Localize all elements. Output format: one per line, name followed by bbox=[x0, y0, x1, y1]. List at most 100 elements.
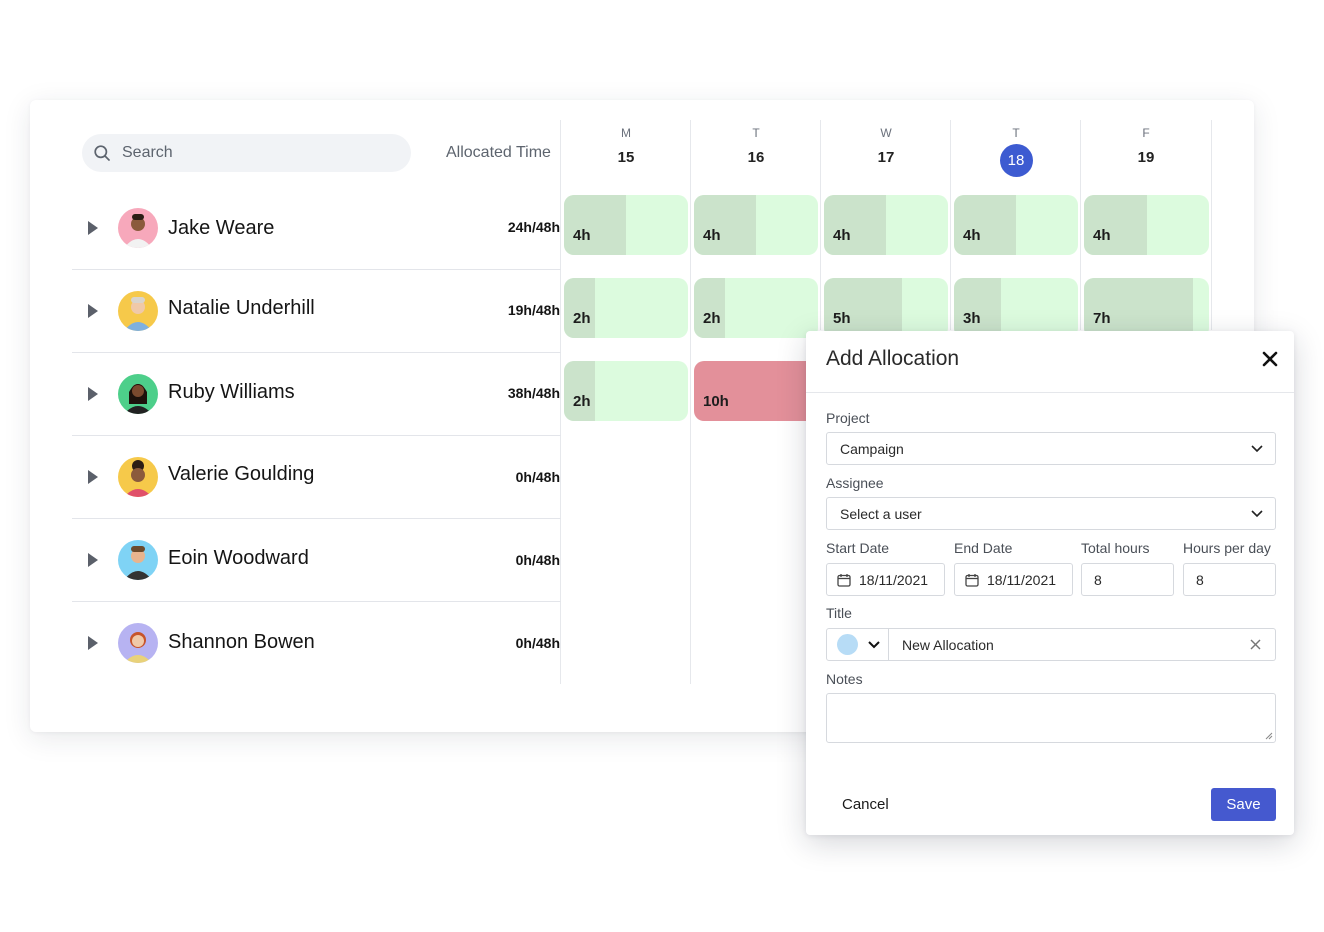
person-name: Jake Weare bbox=[168, 217, 275, 239]
day-weekday: T bbox=[1012, 126, 1020, 140]
hours-per-day-label: Hours per day bbox=[1183, 540, 1271, 556]
expand-arrow-icon[interactable] bbox=[88, 553, 98, 567]
expand-arrow-icon[interactable] bbox=[88, 304, 98, 318]
cancel-button[interactable]: Cancel bbox=[842, 796, 889, 813]
hours-per-day-input[interactable]: 8 bbox=[1183, 563, 1276, 596]
end-date-input[interactable]: 18/11/2021 bbox=[954, 563, 1073, 596]
project-select[interactable]: Campaign bbox=[826, 432, 1276, 465]
allocation-label: 2h bbox=[573, 310, 591, 327]
end-date-value: 18/11/2021 bbox=[987, 571, 1057, 588]
allocation-fill bbox=[954, 278, 1001, 338]
total-hours-value: 8 bbox=[1094, 571, 1102, 588]
allocation-label: 4h bbox=[573, 227, 591, 244]
expand-arrow-icon[interactable] bbox=[88, 221, 98, 235]
allocation-fill bbox=[564, 278, 595, 338]
hours-per-day-value: 8 bbox=[1196, 571, 1204, 588]
search-icon bbox=[94, 145, 110, 161]
allocation-label: 4h bbox=[963, 227, 981, 244]
allocation-block[interactable]: 3h bbox=[954, 278, 1078, 338]
title-label: Title bbox=[826, 605, 852, 621]
row-divider bbox=[72, 518, 561, 519]
clear-icon[interactable] bbox=[1250, 639, 1261, 650]
calendar-icon bbox=[837, 573, 851, 587]
assignee-value: Select a user bbox=[840, 505, 922, 522]
person-name: Natalie Underhill bbox=[168, 297, 315, 319]
color-picker[interactable] bbox=[826, 628, 889, 661]
calendar-icon bbox=[965, 573, 979, 587]
total-hours-input[interactable]: 8 bbox=[1081, 563, 1174, 596]
day-header-mon: M 15 bbox=[561, 126, 691, 172]
allocation-label: 4h bbox=[833, 227, 851, 244]
overallocated-block[interactable]: 10h bbox=[694, 361, 818, 421]
person-row[interactable]: Shannon Bowen 0h/48h bbox=[72, 601, 560, 684]
expand-arrow-icon[interactable] bbox=[88, 636, 98, 650]
allocation-block[interactable]: 4h bbox=[1084, 195, 1209, 255]
day-weekday: F bbox=[1142, 126, 1150, 140]
person-row[interactable]: Valerie Goulding 0h/48h bbox=[72, 435, 560, 518]
search-placeholder: Search bbox=[122, 144, 173, 161]
row-divider bbox=[72, 269, 561, 270]
row-divider bbox=[72, 352, 561, 353]
person-name: Shannon Bowen bbox=[168, 631, 315, 653]
assignee-select[interactable]: Select a user bbox=[826, 497, 1276, 530]
allocation-block[interactable]: 4h bbox=[954, 195, 1078, 255]
column-divider bbox=[690, 120, 691, 684]
day-date: 19 bbox=[1137, 149, 1155, 166]
allocated-hours: 0h/48h bbox=[515, 469, 560, 485]
allocation-fill bbox=[1084, 195, 1147, 255]
day-weekday: W bbox=[880, 126, 892, 140]
allocation-fill bbox=[694, 195, 756, 255]
day-date: 15 bbox=[617, 149, 635, 166]
allocation-block[interactable]: 7h bbox=[1084, 278, 1209, 338]
allocation-fill bbox=[824, 278, 902, 338]
save-button[interactable]: Save bbox=[1211, 788, 1276, 821]
project-label: Project bbox=[826, 410, 870, 426]
allocated-hours: 24h/48h bbox=[507, 219, 560, 235]
allocation-label: 5h bbox=[833, 310, 851, 327]
person-row[interactable]: Jake Weare 24h/48h bbox=[72, 186, 560, 269]
allocation-block[interactable]: 2h bbox=[694, 278, 818, 338]
avatar bbox=[118, 374, 158, 414]
title-input[interactable]: New Allocation bbox=[889, 628, 1276, 661]
allocation-fill bbox=[1084, 278, 1194, 338]
allocation-block[interactable]: 5h bbox=[824, 278, 948, 338]
notes-textarea[interactable] bbox=[826, 693, 1276, 743]
search-input[interactable]: Search bbox=[82, 134, 411, 172]
add-allocation-dialog: Add Allocation Project Campaign Assignee… bbox=[806, 331, 1294, 835]
avatar bbox=[118, 540, 158, 580]
chevron-down-icon bbox=[1251, 510, 1263, 518]
person-row[interactable]: Eoin Woodward 0h/48h bbox=[72, 518, 560, 601]
expand-arrow-icon[interactable] bbox=[88, 470, 98, 484]
person-row[interactable]: Ruby Williams 38h/48h bbox=[72, 352, 560, 435]
allocation-block[interactable]: 4h bbox=[564, 195, 688, 255]
day-header-fri: F 19 bbox=[1081, 126, 1211, 172]
day-date: 17 bbox=[877, 149, 895, 166]
total-hours-label: Total hours bbox=[1081, 540, 1150, 556]
allocation-block[interactable]: 2h bbox=[564, 278, 688, 338]
avatar bbox=[118, 623, 158, 663]
allocation-block[interactable]: 2h bbox=[564, 361, 688, 421]
end-date-label: End Date bbox=[954, 540, 1013, 556]
allocation-block[interactable]: 4h bbox=[694, 195, 818, 255]
color-swatch bbox=[837, 634, 858, 655]
close-icon[interactable] bbox=[1260, 349, 1280, 369]
column-divider bbox=[820, 120, 821, 330]
project-value: Campaign bbox=[840, 440, 904, 457]
allocated-hours: 38h/48h bbox=[507, 385, 560, 401]
allocation-label: 3h bbox=[963, 310, 981, 327]
resize-grip-icon[interactable] bbox=[1265, 732, 1273, 740]
allocation-block[interactable]: 4h bbox=[824, 195, 948, 255]
allocated-hours: 0h/48h bbox=[515, 552, 560, 568]
allocated-time-header: Allocated Time bbox=[446, 144, 551, 161]
allocation-fill bbox=[564, 195, 626, 255]
column-divider bbox=[950, 120, 951, 330]
avatar bbox=[118, 457, 158, 497]
expand-arrow-icon[interactable] bbox=[88, 387, 98, 401]
assignee-label: Assignee bbox=[826, 475, 884, 491]
allocation-fill bbox=[824, 195, 886, 255]
dialog-divider bbox=[806, 392, 1294, 393]
start-date-input[interactable]: 18/11/2021 bbox=[826, 563, 945, 596]
row-divider bbox=[72, 435, 561, 436]
person-row[interactable]: Natalie Underhill 19h/48h bbox=[72, 269, 560, 352]
allocation-label: 2h bbox=[573, 393, 591, 410]
